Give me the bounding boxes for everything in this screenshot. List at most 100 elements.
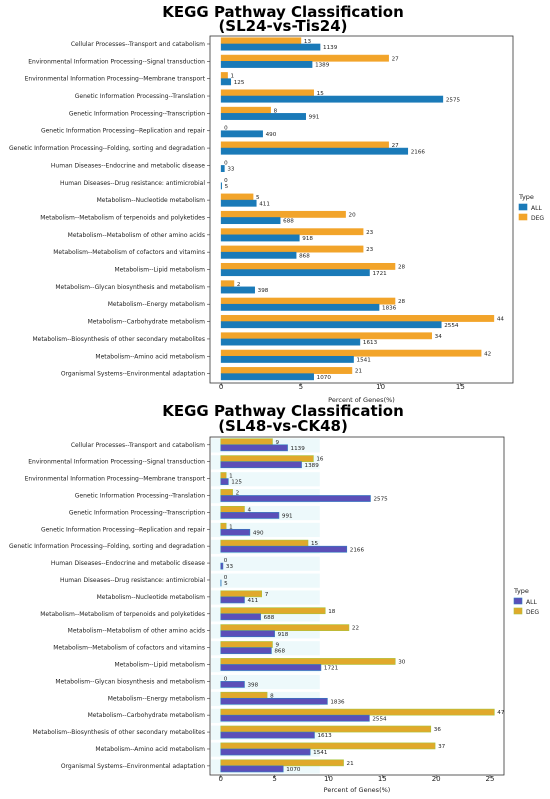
all-bar (221, 664, 321, 670)
deg-bar (221, 726, 431, 732)
deg-bar (221, 298, 395, 304)
all-data-label: 125 (234, 80, 245, 86)
deg-data-label: 28 (398, 265, 406, 271)
all-data-label: 2554 (372, 716, 387, 722)
deg-bar (221, 692, 267, 698)
deg-data-label: 23 (366, 230, 374, 236)
all-bar (221, 597, 245, 603)
category-label: Genetic Information Processing--Replicat… (41, 128, 206, 135)
category-label: Metabolism--Metabolism of other amino ac… (68, 232, 205, 239)
all-bar (221, 200, 256, 206)
all-data-label: 688 (283, 219, 294, 225)
all-data-label: 33 (227, 167, 235, 173)
deg-bar (221, 142, 388, 148)
category-label: Metabolism--Nucleotide metabolism (97, 594, 206, 601)
category-label: Metabolism--Nucleotide metabolism (97, 197, 206, 204)
deg-data-label: 44 (497, 317, 505, 323)
all-data-label: 1541 (313, 750, 328, 756)
all-bar (221, 339, 360, 345)
category-label: Metabolism--Amino acid metabolism (95, 353, 205, 360)
deg-bar (221, 641, 273, 647)
all-data-label: 411 (247, 598, 258, 604)
deg-data-label: 37 (438, 744, 446, 750)
all-bar (221, 235, 299, 241)
all-data-label: 918 (302, 236, 313, 242)
x-tick-label: 15 (378, 775, 387, 783)
category-label: Metabolism--Metabolism of other amino ac… (68, 628, 205, 635)
category-label: Cellular Processes--Transport and catabo… (71, 442, 205, 449)
category-label: Metabolism--Lipid metabolism (114, 661, 205, 668)
deg-bar (221, 439, 273, 445)
legend-label-all: ALL (526, 599, 537, 606)
deg-bar (221, 472, 226, 478)
x-axis-label: Percent of Genes(%) (324, 786, 391, 794)
chart-subtitle: (SL24-vs-Tis24) (218, 17, 347, 35)
all-bar (221, 681, 245, 687)
all-data-label: 5 (225, 184, 229, 190)
legend-title: Type (513, 587, 529, 595)
all-bar (221, 113, 306, 119)
deg-bar (221, 246, 363, 252)
x-tick-label: 15 (456, 383, 465, 391)
all-bar (221, 304, 379, 310)
all-bar (221, 732, 315, 738)
deg-bar (221, 760, 344, 766)
all-bar (221, 512, 279, 518)
deg-bar (221, 591, 262, 597)
category-label: Environmental Information Processing--Si… (28, 459, 205, 466)
all-data-label: 1139 (323, 45, 338, 51)
deg-bar (221, 456, 314, 462)
all-data-label: 1389 (315, 63, 330, 69)
category-label: Metabolism--Glycan biosynthesis and meta… (55, 678, 205, 685)
all-data-label: 490 (253, 530, 264, 536)
category-label: Metabolism--Biosynthesis of other second… (32, 729, 205, 736)
all-bar (221, 698, 328, 704)
deg-bar (221, 315, 494, 321)
all-data-label: 2554 (444, 323, 459, 329)
all-data-label: 1070 (317, 375, 332, 381)
deg-bar (221, 90, 313, 96)
category-label: Genetic Information Processing--Transcri… (69, 110, 205, 117)
all-data-label: 1541 (357, 358, 372, 364)
legend-swatch-all (514, 598, 522, 604)
deg-data-label: 1 (231, 74, 235, 80)
all-bar (221, 356, 353, 362)
all-data-label: 398 (258, 288, 269, 294)
all-data-label: 1836 (330, 699, 345, 705)
x-tick-label: 5 (272, 775, 276, 783)
legend-label-deg: DEG (531, 215, 544, 222)
deg-bar (221, 709, 495, 715)
deg-bar (221, 350, 481, 356)
all-bar (221, 563, 223, 569)
deg-bar (221, 229, 363, 235)
category-label: Human Diseases--Drug resistance: antimic… (60, 180, 205, 187)
all-data-label: 688 (264, 615, 275, 621)
category-label: Cellular Processes--Transport and catabo… (71, 41, 205, 48)
category-label: Environmental Information Processing--Me… (25, 76, 206, 83)
category-label: Organismal Systems--Environmental adapta… (61, 371, 205, 378)
all-data-label: 411 (259, 201, 270, 207)
kegg-chart-1: KEGG Pathway Classification(SL24-vs-Tis2… (9, 3, 544, 404)
deg-bar (221, 107, 270, 113)
deg-bar (221, 263, 395, 269)
all-bar (221, 252, 296, 258)
deg-data-label: 28 (398, 299, 406, 305)
deg-bar (221, 625, 349, 631)
x-tick-label: 5 (299, 383, 303, 391)
all-data-label: 1836 (382, 305, 397, 311)
legend-swatch-all (519, 204, 527, 210)
all-bar (221, 479, 229, 485)
all-data-label: 125 (231, 480, 242, 486)
category-label: Metabolism--Carbohydrate metabolism (88, 712, 206, 719)
all-data-label: 991 (309, 115, 320, 121)
all-bar (221, 374, 313, 380)
all-bar (221, 131, 262, 137)
all-data-label: 1613 (363, 340, 378, 346)
all-bar (221, 44, 320, 50)
all-data-label: 5 (224, 581, 228, 587)
category-label: Genetic Information Processing--Folding,… (9, 145, 205, 152)
deg-bar (221, 38, 301, 44)
deg-data-label: 42 (484, 351, 491, 357)
plot-area (210, 36, 513, 383)
